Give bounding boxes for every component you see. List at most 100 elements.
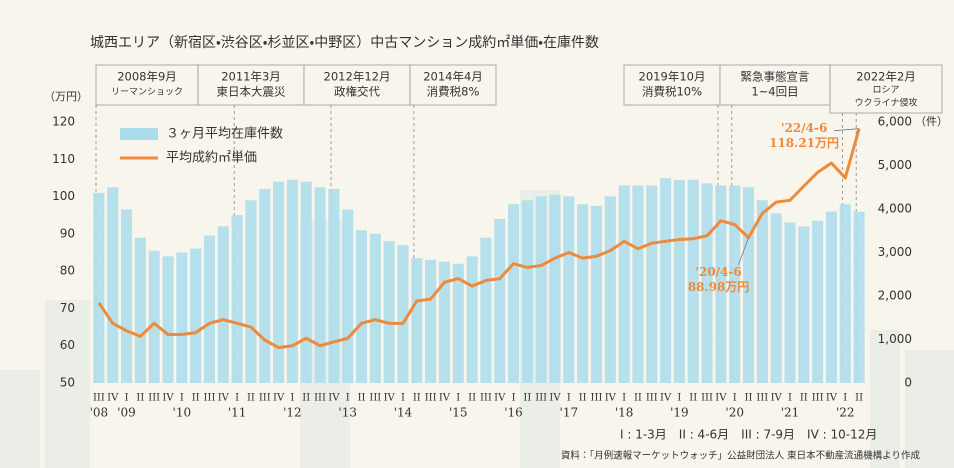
x-tick-label: III (646, 393, 658, 404)
x-tick-label: IV (549, 393, 561, 404)
x-tick-label: I (290, 393, 294, 404)
x-tick-label: II (634, 393, 642, 404)
x-tick-label: I (346, 393, 350, 404)
event-label: 消費税8% (427, 85, 480, 99)
x-tick-label: IV (273, 393, 285, 404)
bar (425, 259, 437, 383)
bar (438, 261, 450, 383)
x-tick-label: III (591, 393, 603, 404)
x-tick-label: II (136, 393, 144, 404)
event-box (197, 64, 305, 106)
bar (798, 226, 810, 383)
year-label: '18 (615, 406, 634, 420)
bar (190, 248, 202, 383)
legend-label: ３ヶ月平均在庫件数 (166, 127, 283, 142)
y2-tick-label: 5,000 (878, 158, 912, 172)
chart-title: 城西エリア（新宿区・渋谷区・杉並区・中野区）中古マンション成約㎡単価・在庫件数 (90, 35, 599, 51)
x-tick-label: II (523, 393, 531, 404)
x-tick-label: II (413, 393, 421, 404)
event-label: ウクライナ侵攻 (855, 97, 918, 109)
y-tick-label: 100 (52, 189, 75, 203)
bar (466, 256, 478, 383)
year-label: '19 (670, 406, 689, 420)
value-label: 118.21万円 (769, 136, 839, 150)
bar (273, 181, 285, 383)
x-tick-label: I (733, 393, 737, 404)
y2-tick-label: 3,000 (878, 245, 912, 259)
label-leader (738, 237, 749, 265)
x-tick-label: IV (384, 393, 396, 404)
bar (535, 196, 547, 383)
year-label: '22 (836, 406, 855, 420)
bar (203, 235, 216, 383)
event-box (829, 64, 943, 114)
legend-swatch (120, 128, 158, 140)
bar (121, 209, 133, 383)
x-tick-label: II (302, 393, 310, 404)
x-tick-label: I (622, 393, 626, 404)
bar (715, 185, 727, 383)
y-tick-label: 110 (52, 152, 75, 166)
x-tick-label: I (567, 393, 571, 404)
year-label: '17 (560, 406, 579, 420)
x-tick-label: I (512, 393, 516, 404)
bar (397, 245, 409, 383)
x-tick-label: IV (107, 393, 119, 404)
y-unit: （万円） (44, 90, 88, 103)
x-tick-label: IV (715, 393, 727, 404)
bar (259, 188, 271, 383)
bar (825, 211, 837, 383)
year-label: '13 (338, 406, 357, 420)
x-tick-label: III (369, 393, 381, 404)
x-tick-label: III (480, 393, 492, 404)
bar (590, 205, 603, 383)
bar (521, 200, 533, 383)
x-tick-label: IV (439, 393, 451, 404)
y-tick-label: 60 (60, 338, 75, 352)
bar (673, 179, 685, 383)
x-tick-label: IV (218, 393, 230, 404)
bar (217, 226, 229, 383)
bar (604, 196, 616, 383)
x-tick-label: I (788, 393, 792, 404)
bar (549, 194, 561, 383)
event-box (303, 64, 411, 106)
x-tick-label: IV (660, 393, 672, 404)
value-label: 88.98万円 (688, 280, 750, 294)
x-tick-label: II (689, 393, 697, 404)
y-tick-label: 80 (60, 264, 75, 278)
bar (729, 185, 741, 383)
x-tick-label: III (259, 393, 271, 404)
x-tick-label: III (204, 393, 216, 404)
event-label: リーマンショック (111, 87, 183, 98)
bar (563, 196, 575, 383)
x-tick-label: II (358, 393, 366, 404)
bar (300, 181, 312, 383)
bar (162, 256, 174, 383)
quarter-note: I : 1-3月 II : 4-6月 III : 7-9月 IV : 10-12… (620, 428, 877, 442)
x-tick-label: III (148, 393, 160, 404)
x-tick-label: I (180, 393, 184, 404)
bar (107, 187, 119, 383)
bar (770, 213, 782, 383)
line (97, 128, 861, 350)
event-label: 2012年12月 (324, 70, 391, 84)
y2-tick-label: 2,000 (878, 289, 912, 303)
bar (480, 237, 492, 383)
x-tick-label: I (677, 393, 681, 404)
y-tick-label: 90 (60, 226, 75, 240)
bar (328, 188, 340, 383)
y-tick-label: 70 (60, 301, 75, 315)
x-tick-label: IV (162, 393, 174, 404)
x-tick-label: II (855, 393, 863, 404)
event-label: 2011年3月 (221, 70, 281, 84)
bar (369, 233, 381, 383)
bar (853, 211, 865, 383)
legend-label: 平均成約㎡単価 (166, 150, 257, 166)
year-label: '12 (283, 406, 302, 420)
bar (452, 263, 464, 383)
x-tick-label: I (235, 393, 239, 404)
event-label: 2014年4月 (423, 70, 483, 84)
event-box (623, 64, 721, 106)
